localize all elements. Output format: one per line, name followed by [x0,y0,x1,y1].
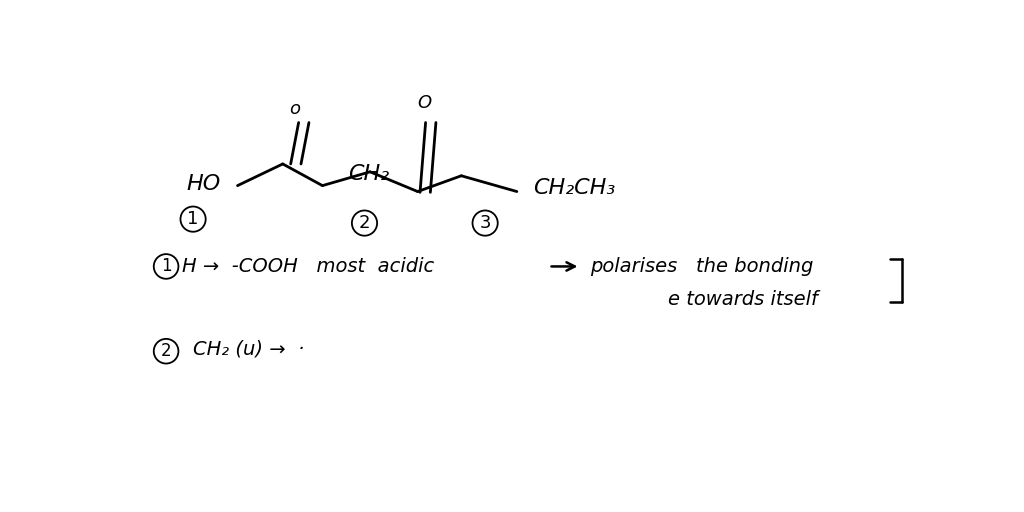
Text: 2: 2 [358,214,371,232]
Text: o: o [289,100,300,118]
Text: HO: HO [186,174,220,194]
Text: polarises   the bonding: polarises the bonding [590,257,813,276]
Text: CH₂: CH₂ [348,164,389,184]
Text: CH₂CH₃: CH₂CH₃ [532,178,615,198]
Text: e towards itself: e towards itself [668,290,817,309]
Text: CH₂ (u) →  ·: CH₂ (u) → · [194,340,304,359]
Text: O: O [417,94,431,112]
Text: 3: 3 [479,214,490,232]
Text: H →  -COOH   most  acidic: H → -COOH most acidic [182,257,434,276]
Text: 1: 1 [161,258,171,275]
Text: 2: 2 [161,342,171,360]
Text: 1: 1 [187,210,199,228]
